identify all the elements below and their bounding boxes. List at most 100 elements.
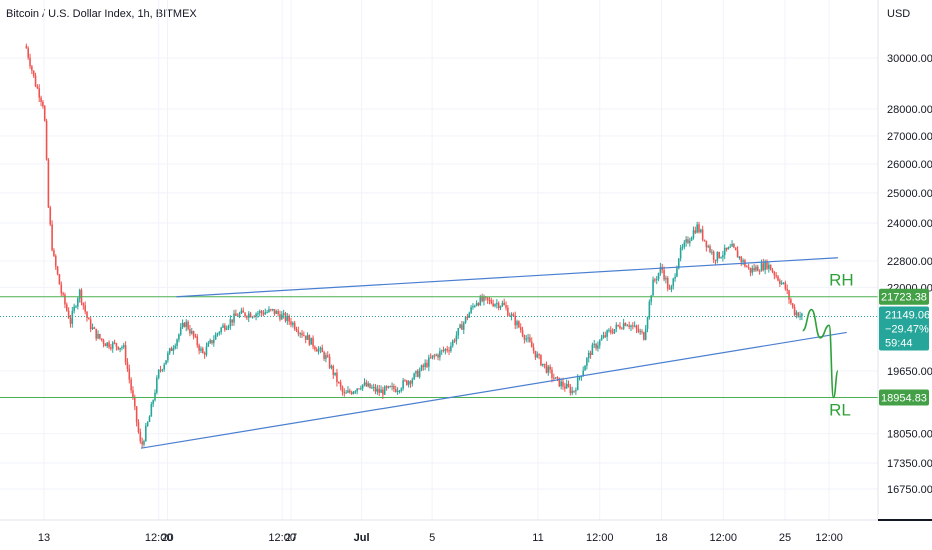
candle-body [514,315,517,326]
candle-body [308,335,311,345]
candle-body [448,350,450,352]
candle-body [60,284,63,294]
candle-body [95,328,97,339]
candle-body [672,278,675,287]
candle-body [281,314,283,320]
candle-body [615,324,618,330]
candle-body [547,366,550,373]
candle-body [483,296,485,302]
candle-body [213,339,215,344]
candle-body [587,352,590,359]
candle-body [578,377,581,379]
candle-body [619,325,621,329]
candle-body [755,266,757,271]
candle-body [529,337,531,342]
candle-body [692,230,695,238]
candle-body [428,357,430,367]
candle-body [165,360,167,365]
candle-body [258,311,261,314]
candle-body [88,318,90,320]
grid-layer [0,0,878,520]
candle-body [358,388,360,390]
candle-body [77,298,79,307]
candle-body [161,369,164,371]
candle-body [201,348,204,354]
candle-body [141,441,143,445]
candle-body [652,279,654,296]
candle-body [733,243,735,248]
candle-body [580,376,583,378]
candle-body [576,377,579,391]
candle-body [150,404,153,417]
candle-body [753,268,755,271]
candle-body [455,335,458,342]
price-axis-panel[interactable] [878,0,932,550]
candle-body [793,307,796,315]
candle-body [145,425,147,442]
candle-body [470,307,472,313]
candle-body [264,312,267,315]
candle-body [777,276,779,281]
candle-body [187,321,189,330]
candle-body [505,305,507,308]
candle-body [582,370,585,377]
candle-body [176,339,178,346]
candle-body [56,266,59,275]
candle-body [315,349,318,352]
level-price-tag-label: 18954.83 [881,393,927,405]
candle-body [247,313,250,318]
candle-body [617,324,619,326]
candle-body [128,368,131,380]
candle-body [527,337,529,339]
x-tick-label: Jul [354,532,370,544]
candle-body [440,350,443,352]
candle-body [42,101,44,107]
candle-body [100,338,103,340]
candle-body [536,354,539,358]
candle-body [47,159,50,208]
candle-body [369,383,371,389]
candle-body [347,390,349,393]
candle-body [238,313,241,317]
x-tick-label: 12:00 [709,532,737,544]
candle-body [65,304,68,311]
candle-body [383,386,386,395]
candle-body [110,347,112,349]
candle-body [25,46,28,49]
candle-body [639,331,641,333]
candle-body [586,358,588,366]
candle-body [608,329,610,331]
candle-body [644,328,647,340]
candle-body [325,355,327,359]
candle-body [293,322,296,330]
candle-body [466,316,469,318]
candle-body [747,267,750,269]
candle-body [297,330,300,334]
projection-path [802,308,839,399]
candle-body [135,406,138,423]
candle-body [209,340,211,343]
candle-body [530,341,533,348]
candle-body [233,313,235,323]
candle-body [341,386,344,393]
candle-body [725,247,728,250]
candle-body [253,316,256,318]
candle-body [396,390,399,392]
candle-body [411,379,414,384]
candle-body [260,311,263,313]
candle-body [716,251,719,261]
candle-body [146,421,149,426]
candle-body [740,256,743,262]
candle-body [439,351,441,358]
candle-body [222,325,224,328]
candle-body [628,325,630,327]
candle-body [525,338,528,340]
candle-body [27,48,29,58]
time-axis-panel[interactable] [0,520,932,550]
candle-body [788,290,790,300]
candle-body [757,266,759,272]
candle-body [791,303,794,308]
candle-body [36,86,39,89]
candle-body [231,319,233,323]
